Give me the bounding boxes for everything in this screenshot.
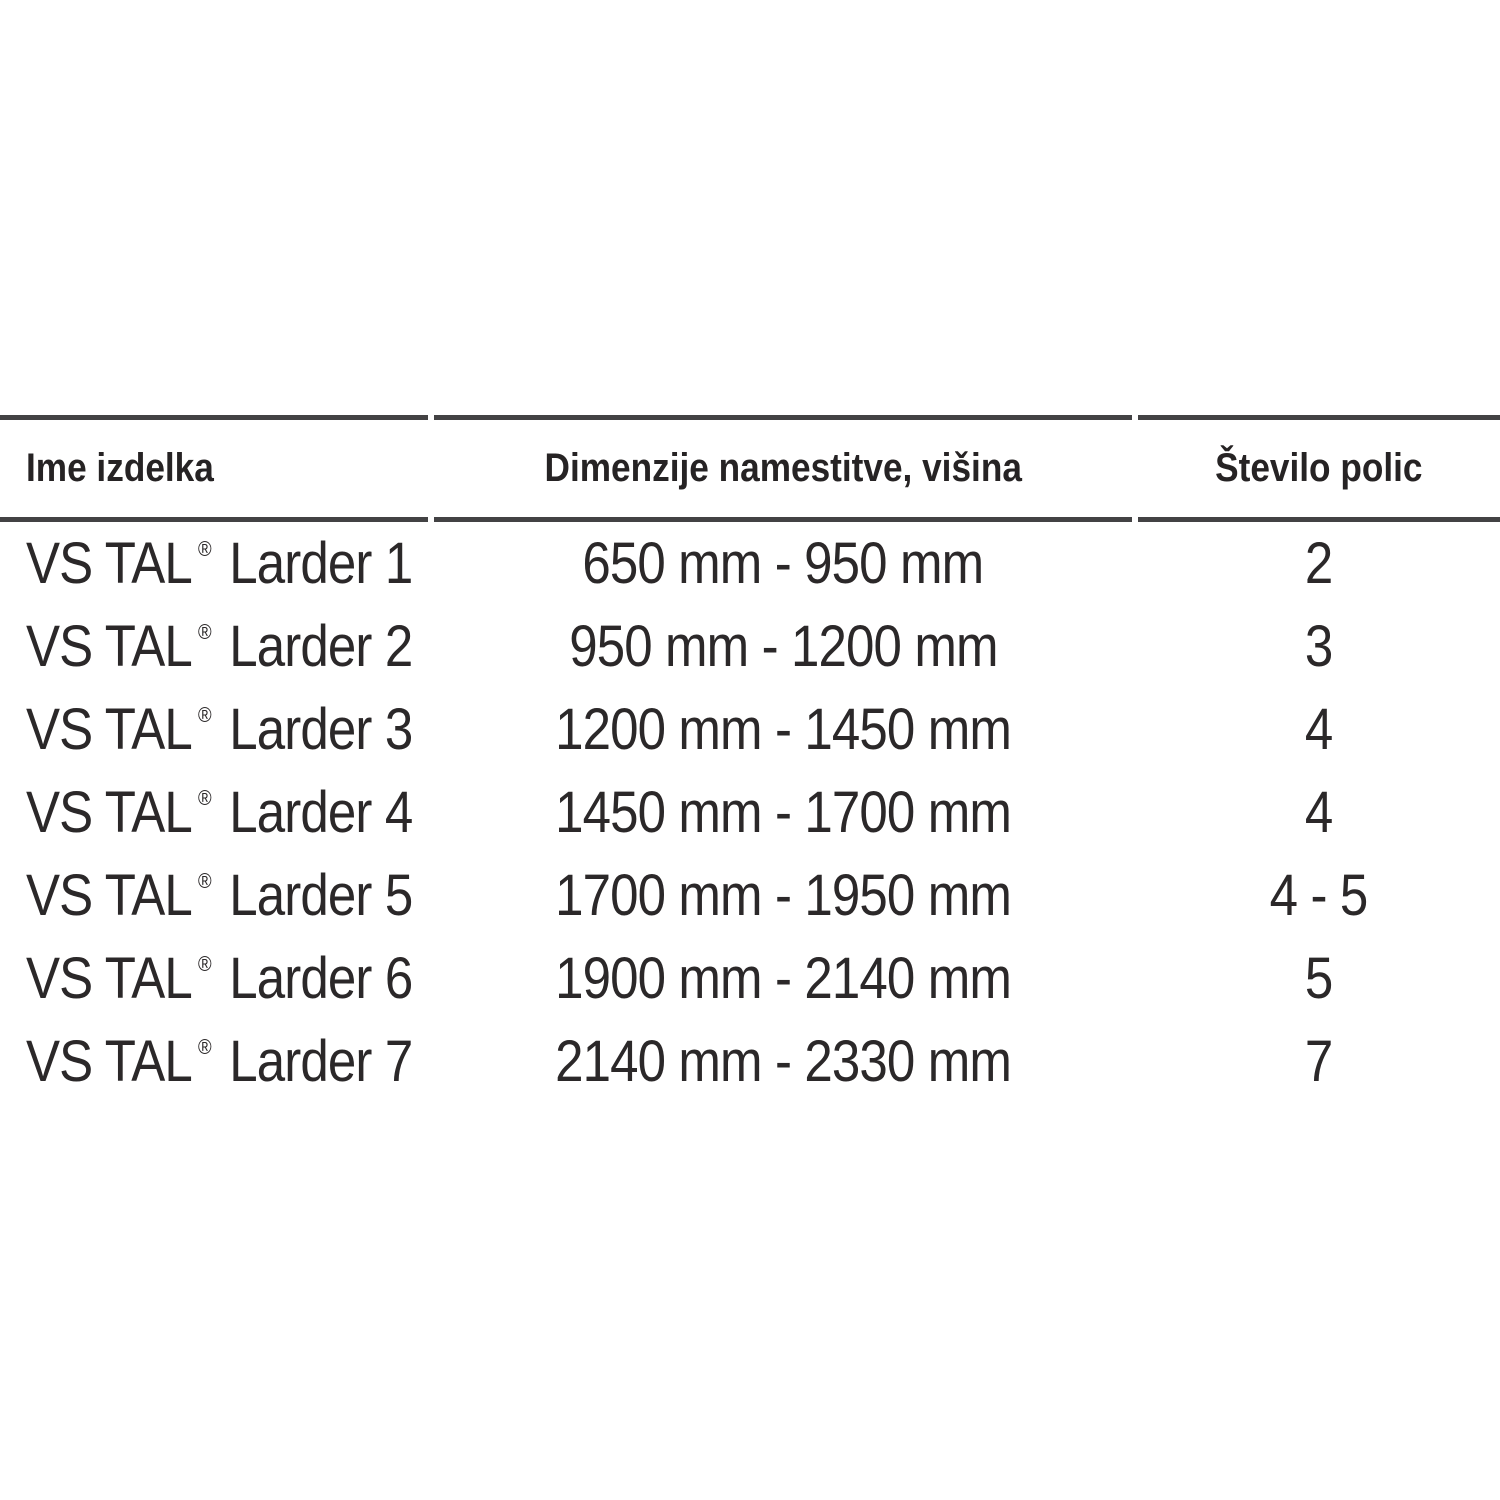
column-header-dimensions: Dimenzije namestitve, višina [434,415,1132,522]
product-name: VS TAL ® Larder 2 [26,613,413,680]
product-name: VS TAL ® Larder 3 [26,696,413,763]
registered-trademark-icon: ® [198,953,212,976]
dimensions-cell: 950 mm - 1200 mm [434,605,1132,688]
table-row: VS TAL ® Larder 5 1700 mm - 1950 mm 4 - 5 [0,854,1500,937]
product-name-cell: VS TAL ® Larder 6 [0,937,428,1020]
brand-text: VS TAL [26,614,193,679]
model-text: Larder 1 [229,531,413,596]
brand-text: VS TAL [26,531,193,596]
table-body: VS TAL ® Larder 1 650 mm - 950 mm 2 VS TAL… [0,522,1500,1103]
dimensions-value: 650 mm - 950 mm [582,531,985,596]
table-row: VS TAL ® Larder 4 1450 mm - 1700 mm 4 [0,771,1500,854]
shelves-cell: 2 [1138,522,1500,605]
model-text: Larder 5 [229,863,413,928]
column-header-product-label: Ime izdelka [26,446,214,490]
registered-trademark-icon: ® [198,870,212,893]
registered-trademark-icon: ® [198,621,212,644]
dimensions-value: 950 mm - 1200 mm [568,614,998,679]
registered-trademark-icon: ® [198,538,212,561]
column-header-shelves-label: Število polic [1215,446,1423,490]
brand-text: VS TAL [26,1029,193,1094]
product-name-cell: VS TAL ® Larder 3 [0,688,428,771]
dimensions-cell: 650 mm - 950 mm [434,522,1132,605]
model-text: Larder 2 [229,614,413,679]
product-name-cell: VS TAL ® Larder 4 [0,771,428,854]
dimensions-value: 2140 mm - 2330 mm [555,1029,1012,1094]
model-text: Larder 7 [229,1029,413,1094]
brand-text: VS TAL [26,946,193,1011]
dimensions-value: 1900 mm - 2140 mm [555,946,1012,1011]
model-text: Larder 6 [229,946,413,1011]
table-row: VS TAL ® Larder 1 650 mm - 950 mm 2 [0,522,1500,605]
column-header-product: Ime izdelka [0,415,428,522]
product-name: VS TAL ® Larder 4 [26,779,413,846]
shelves-value: 3 [1305,614,1333,679]
dimensions-cell: 1200 mm - 1450 mm [434,688,1132,771]
brand-text: VS TAL [26,697,193,762]
shelves-value: 4 [1305,780,1333,845]
product-spec-table: Ime izdelka Dimenzije namestitve, višina… [0,415,1500,1103]
product-name-cell: VS TAL ® Larder 1 [0,522,428,605]
shelves-cell: 3 [1138,605,1500,688]
shelves-cell: 4 - 5 [1138,854,1500,937]
registered-trademark-icon: ® [198,704,212,727]
dimensions-cell: 1450 mm - 1700 mm [434,771,1132,854]
brand-text: VS TAL [26,863,193,928]
registered-trademark-icon: ® [198,787,212,810]
dimensions-cell: 2140 mm - 2330 mm [434,1020,1132,1103]
product-name-cell: VS TAL ® Larder 5 [0,854,428,937]
model-text: Larder 3 [229,697,413,762]
table-row: VS TAL ® Larder 7 2140 mm - 2330 mm 7 [0,1020,1500,1103]
table-row: VS TAL ® Larder 3 1200 mm - 1450 mm 4 [0,688,1500,771]
table-row: VS TAL ® Larder 2 950 mm - 1200 mm 3 [0,605,1500,688]
product-name: VS TAL ® Larder 1 [26,530,413,597]
registered-trademark-icon: ® [198,1036,212,1059]
shelves-value: 2 [1305,531,1333,596]
product-name-cell: VS TAL ® Larder 7 [0,1020,428,1103]
brand-text: VS TAL [26,780,193,845]
table-header-row: Ime izdelka Dimenzije namestitve, višina… [0,415,1500,522]
shelves-cell: 7 [1138,1020,1500,1103]
shelves-value: 7 [1305,1029,1333,1094]
shelves-value: 4 - 5 [1270,863,1369,928]
shelves-cell: 4 [1138,771,1500,854]
shelves-cell: 5 [1138,937,1500,1020]
model-text: Larder 4 [229,780,413,845]
shelves-cell: 4 [1138,688,1500,771]
shelves-value: 5 [1305,946,1333,1011]
column-header-dimensions-label: Dimenzije namestitve, višina [544,446,1022,490]
product-name: VS TAL ® Larder 5 [26,862,413,929]
dimensions-cell: 1900 mm - 2140 mm [434,937,1132,1020]
dimensions-value: 1700 mm - 1950 mm [555,863,1012,928]
product-name-cell: VS TAL ® Larder 2 [0,605,428,688]
product-name: VS TAL ® Larder 7 [26,1028,413,1095]
product-name: VS TAL ® Larder 6 [26,945,413,1012]
column-header-shelves: Število polic [1138,415,1500,522]
shelves-value: 4 [1305,697,1333,762]
table-row: VS TAL ® Larder 6 1900 mm - 2140 mm 5 [0,937,1500,1020]
dimensions-value: 1200 mm - 1450 mm [555,697,1012,762]
dimensions-value: 1450 mm - 1700 mm [555,780,1012,845]
dimensions-cell: 1700 mm - 1950 mm [434,854,1132,937]
